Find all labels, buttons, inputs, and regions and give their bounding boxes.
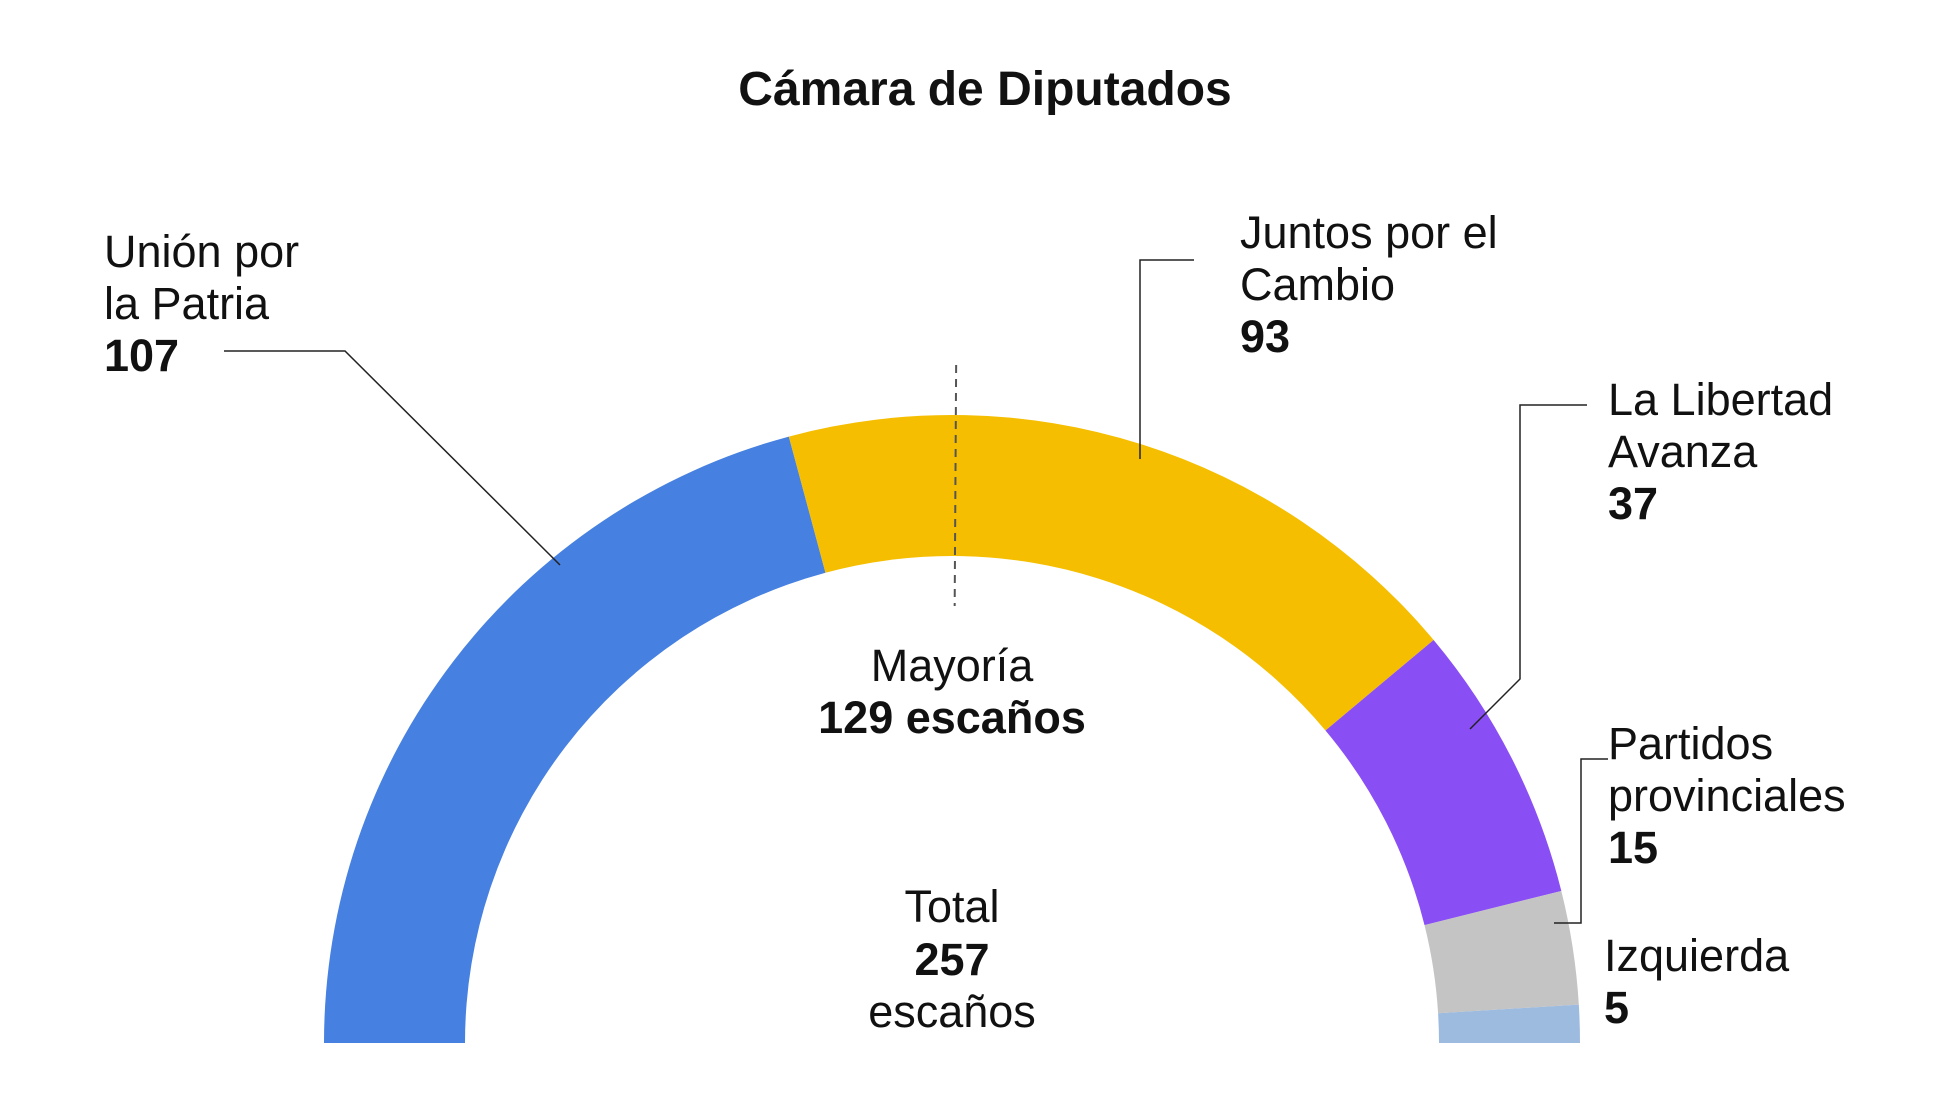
party-value: 93 bbox=[1240, 311, 1291, 362]
majority-label: Mayoría bbox=[870, 640, 1034, 691]
leader-line bbox=[1469, 404, 1587, 730]
party-label: Partidos provinciales bbox=[1608, 718, 1846, 821]
party-value: 15 bbox=[1608, 822, 1659, 873]
total-label: Total bbox=[904, 881, 1000, 932]
total-value: 257 bbox=[914, 934, 990, 985]
seat-segment bbox=[1325, 639, 1562, 926]
leader-line bbox=[224, 350, 561, 566]
party-value: 5 bbox=[1604, 982, 1630, 1033]
party-label: Izquierda bbox=[1604, 930, 1790, 981]
party-value: 37 bbox=[1608, 478, 1659, 529]
party-label: La Libertad Avanza bbox=[1608, 374, 1834, 477]
seat-segment bbox=[1424, 890, 1579, 1014]
party-value: 107 bbox=[104, 330, 180, 381]
seat-segment bbox=[324, 436, 826, 1044]
total-unit: escaños bbox=[868, 986, 1036, 1037]
seat-segment bbox=[1438, 1004, 1580, 1043]
seat-segment bbox=[788, 415, 1434, 731]
party-label: Unión por la Patria bbox=[104, 226, 300, 329]
majority-value: 129 escaños bbox=[818, 692, 1086, 743]
party-label: Juntos por el Cambio bbox=[1240, 207, 1498, 310]
majority-line bbox=[953, 365, 958, 607]
leader-line bbox=[1139, 259, 1194, 459]
leader-line bbox=[1554, 758, 1608, 924]
chart-title: Cámara de Diputados bbox=[738, 63, 1232, 116]
